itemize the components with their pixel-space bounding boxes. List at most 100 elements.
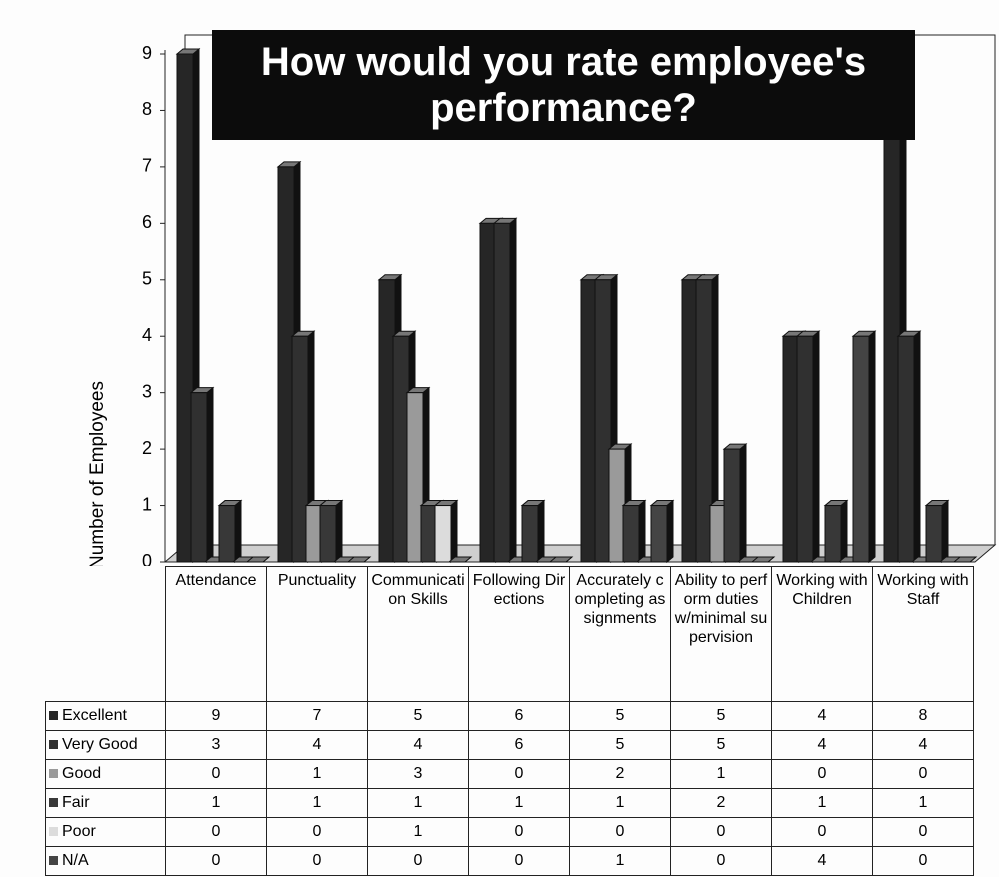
data-row: Good 0 1 3 0 2 1 0 0 (45, 759, 974, 789)
table-value: 5 (367, 701, 469, 731)
y-tick-label: 6 (142, 212, 152, 232)
category-label: Attendance (165, 566, 267, 702)
y-tick-label: 8 (142, 99, 152, 119)
bar-side (206, 386, 214, 564)
category-label: Accurately completing assignments (569, 566, 671, 702)
bar-side (509, 217, 517, 564)
bar-top (548, 556, 574, 563)
bar (852, 335, 870, 563)
bar-side (450, 499, 458, 564)
legend-swatch (49, 740, 58, 749)
bar-side (234, 499, 242, 564)
bar (406, 392, 424, 563)
y-tick-label: 4 (142, 325, 152, 345)
legend-cell: Fair (45, 788, 166, 818)
category-label: Working with Children (771, 566, 873, 702)
bar (434, 505, 452, 563)
bar (897, 335, 915, 563)
category-label: Punctuality (266, 566, 368, 702)
table-value: 4 (771, 846, 873, 876)
table-value: 1 (670, 759, 772, 789)
data-row: Fair 1 1 1 1 1 2 1 1 (45, 788, 974, 818)
y-tick-label: 9 (142, 43, 152, 63)
table-value: 0 (165, 817, 267, 847)
bar-side (840, 499, 848, 564)
category-label: Following Directions (468, 566, 570, 702)
legend-cell: N/A (45, 846, 166, 876)
table-value: 6 (468, 701, 570, 731)
table-value: 1 (771, 788, 873, 818)
table-value: 0 (367, 846, 469, 876)
bar-side (913, 330, 921, 564)
table-value: 0 (872, 759, 974, 789)
bar (176, 53, 194, 563)
table-value: 0 (266, 817, 368, 847)
bar (493, 222, 511, 563)
chart-title: How would you rate employee's performanc… (212, 30, 915, 140)
table-value: 0 (872, 846, 974, 876)
bar-side (666, 499, 674, 564)
bar (218, 505, 236, 563)
bar-side (941, 499, 949, 564)
plot: Number of Employees 0 1 2 3 4 5 6 7 8 9 (87, 34, 997, 566)
y-tick-label: 7 (142, 156, 152, 176)
table-value: 5 (569, 701, 671, 731)
y-tick-label: 3 (142, 381, 152, 401)
table-value: 0 (670, 817, 772, 847)
bar-side (537, 499, 545, 564)
table-value: 0 (468, 846, 570, 876)
table-value: 1 (367, 817, 469, 847)
table-value: 6 (468, 730, 570, 760)
bar-side (638, 499, 646, 564)
table-value: 0 (266, 846, 368, 876)
table-value: 3 (165, 730, 267, 760)
table-value: 0 (468, 759, 570, 789)
bar-top (447, 556, 473, 563)
table-value: 0 (872, 817, 974, 847)
table-value: 3 (367, 759, 469, 789)
table-value: 9 (165, 701, 267, 731)
table-value: 4 (266, 730, 368, 760)
bar (594, 279, 612, 563)
bar (650, 505, 668, 563)
bar (291, 335, 309, 563)
legend-cell: Excellent (45, 701, 166, 731)
y-tick-label: 2 (142, 438, 152, 458)
bar (190, 392, 208, 563)
legend-cell: Poor (45, 817, 166, 847)
table-value: 1 (569, 846, 671, 876)
bar-side (868, 330, 876, 564)
table-value: 1 (266, 759, 368, 789)
bar-side (739, 443, 747, 564)
table-value: 7 (266, 701, 368, 731)
legend-label: Good (62, 765, 102, 782)
table-value: 0 (165, 759, 267, 789)
data-row: Excellent 9 7 5 6 5 5 4 8 (45, 701, 974, 731)
table-value: 4 (771, 701, 873, 731)
legend-swatch (49, 798, 58, 807)
legend-cell: Good (45, 759, 166, 789)
data-row: Very Good 3 4 4 6 5 5 4 4 (45, 730, 974, 760)
table-value: 5 (569, 730, 671, 760)
y-tick-label: 0 (142, 551, 152, 566)
table-value: 0 (670, 846, 772, 876)
legend-label: Poor (62, 823, 96, 840)
table-value: 1 (367, 788, 469, 818)
data-table: Attendance Punctuality Communication Skill… (45, 566, 974, 876)
table-value: 1 (569, 788, 671, 818)
table-value: 1 (872, 788, 974, 818)
data-row: N/A 0 0 0 0 1 0 4 0 (45, 846, 974, 876)
bar (622, 505, 640, 563)
y-tick-label: 5 (142, 269, 152, 289)
legend-swatch (49, 856, 58, 865)
bar-top (346, 556, 372, 563)
table-value: 0 (569, 817, 671, 847)
bar-top (750, 556, 776, 563)
data-row: Poor 0 0 1 0 0 0 0 0 (45, 817, 974, 847)
table-value: 5 (670, 701, 772, 731)
bar (521, 505, 539, 563)
table-value: 2 (569, 759, 671, 789)
table-value: 4 (771, 730, 873, 760)
bar (824, 505, 842, 563)
table-value: 0 (165, 846, 267, 876)
